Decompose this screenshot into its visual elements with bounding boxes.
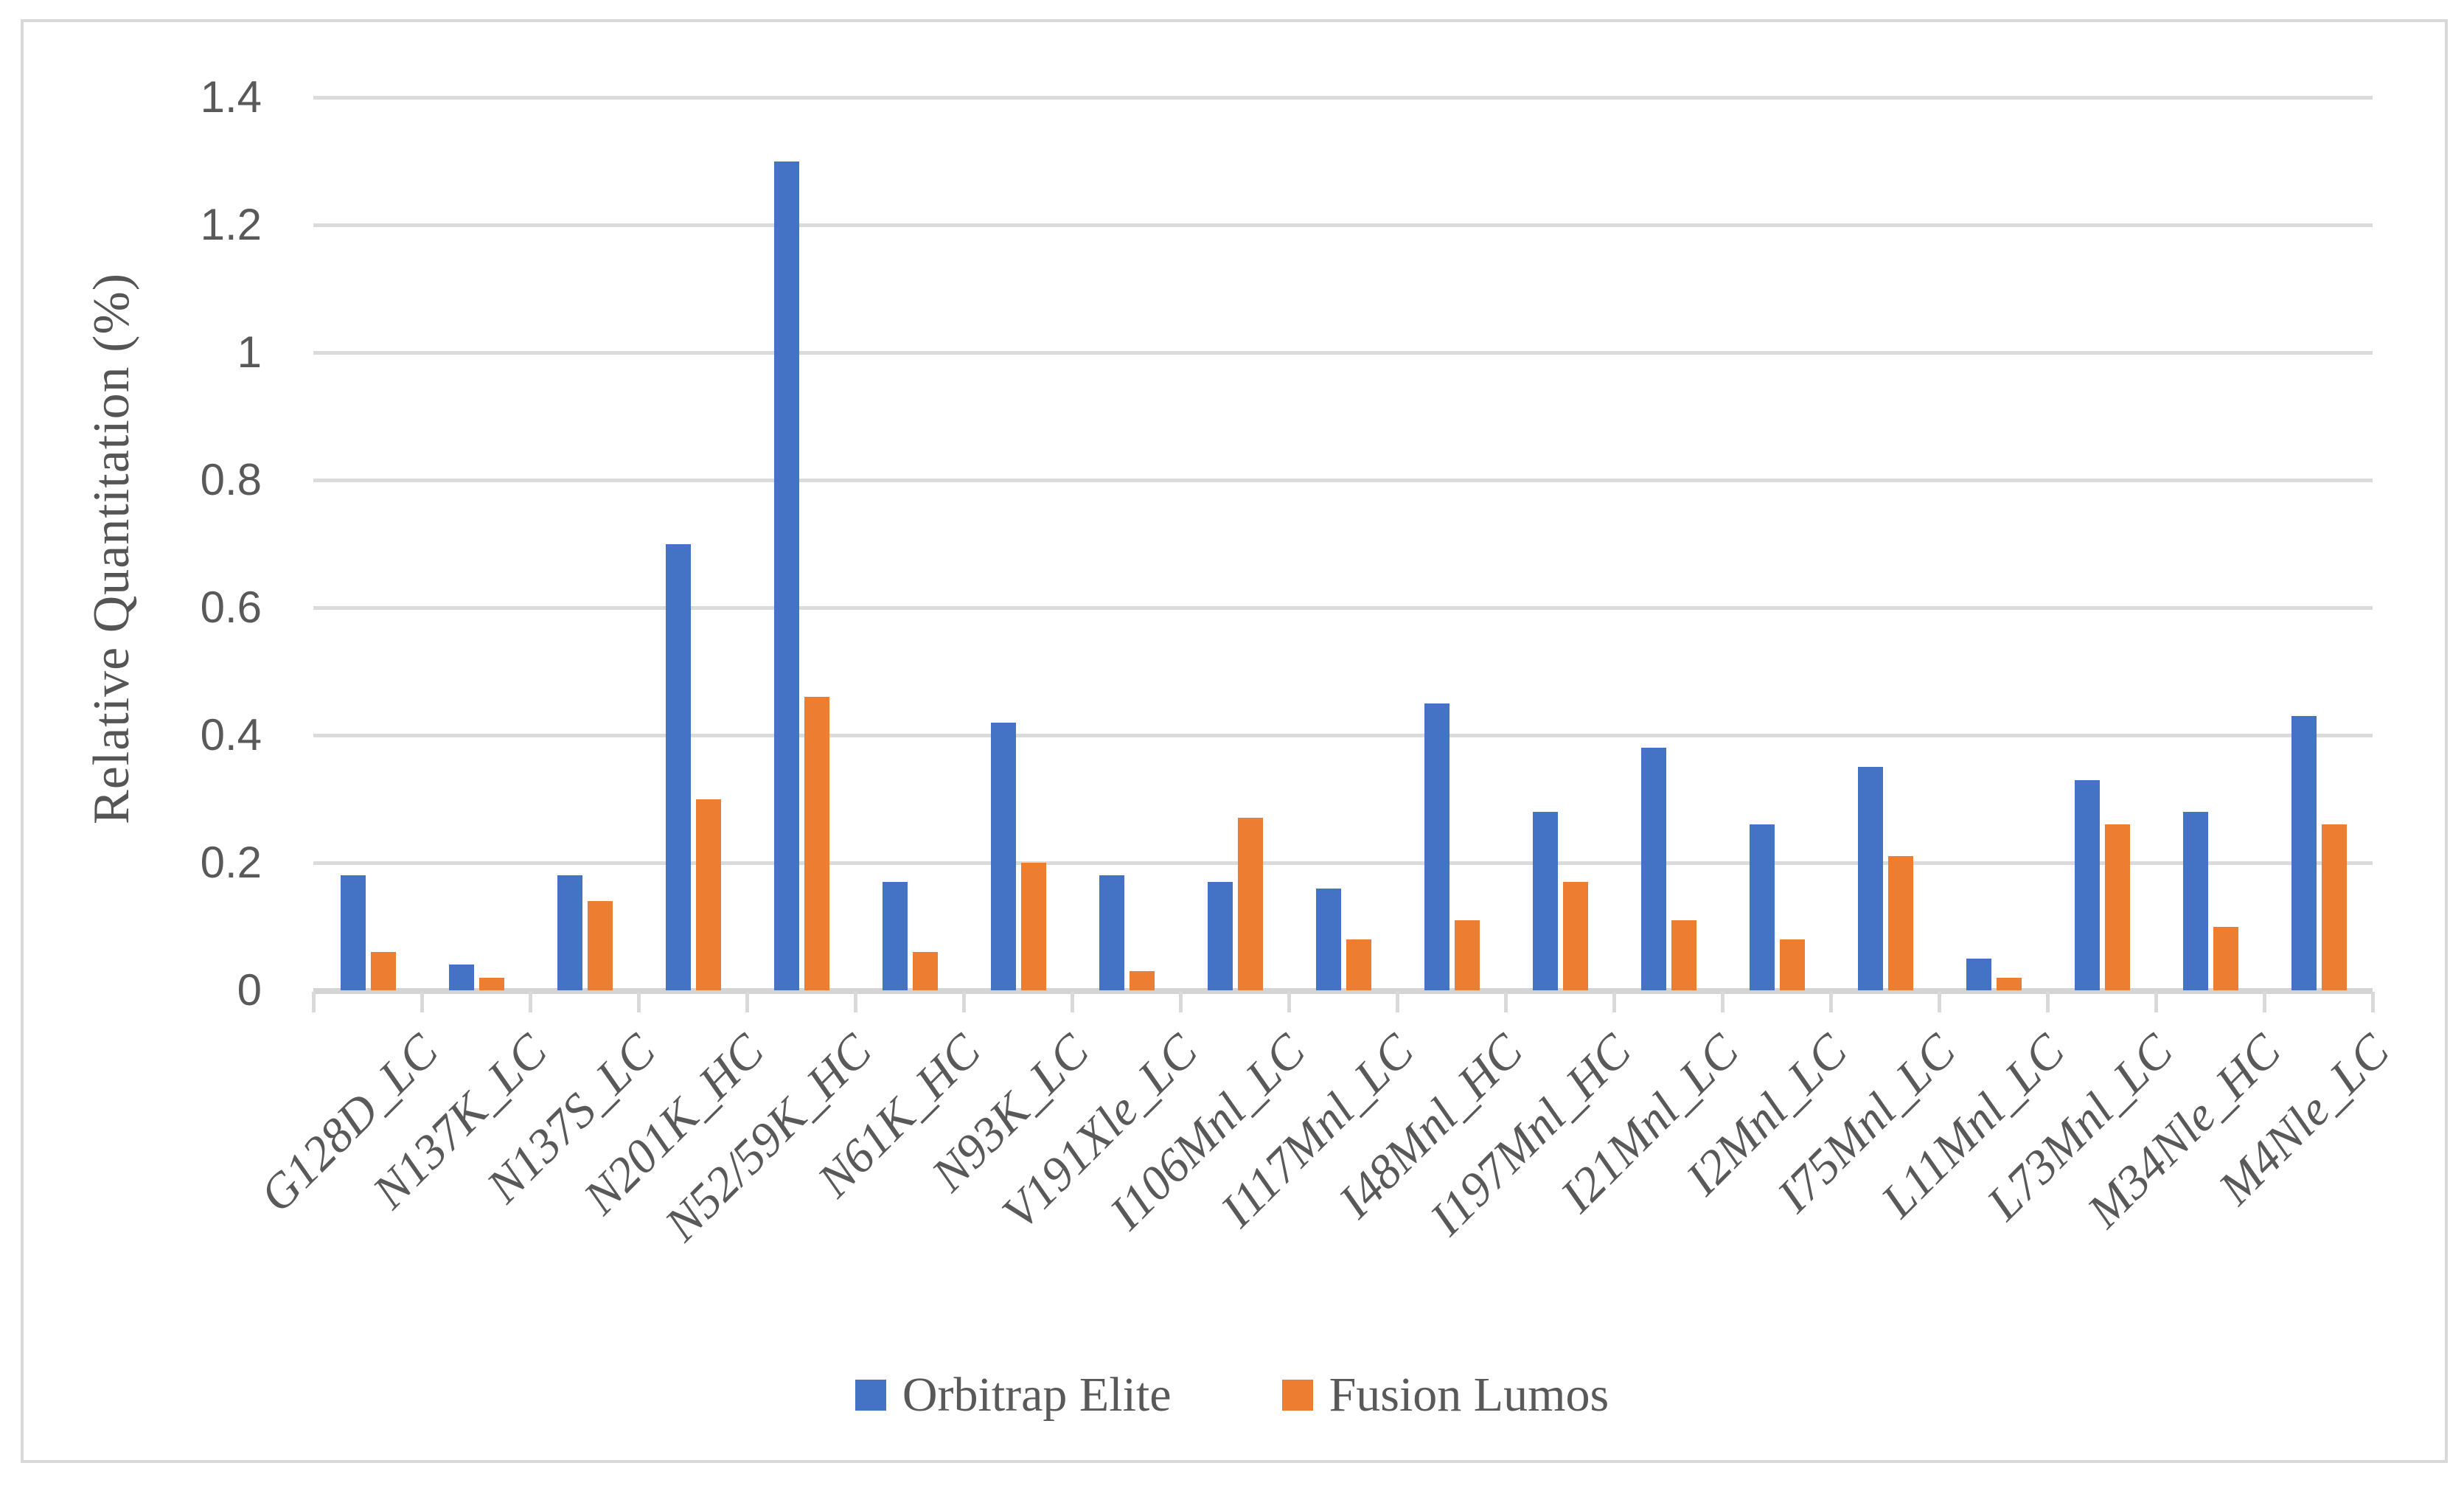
gridline	[313, 861, 2373, 865]
bar-fusion-lumos	[2105, 824, 2130, 990]
bar-orbitrap-elite	[341, 875, 366, 990]
bar-fusion-lumos	[804, 697, 829, 990]
x-tick-mark	[745, 992, 749, 1012]
bar-orbitrap-elite	[1858, 767, 1883, 990]
bar-fusion-lumos	[1346, 939, 1371, 990]
x-tick-mark	[1504, 992, 1508, 1012]
bar-fusion-lumos	[1021, 863, 1046, 990]
bar-fusion-lumos	[913, 952, 938, 990]
bar-fusion-lumos	[1997, 977, 2022, 990]
bar-orbitrap-elite	[1424, 703, 1449, 990]
y-tick-label: 1.2	[200, 200, 262, 249]
x-tick-mark	[2371, 992, 2375, 1012]
gridline	[313, 479, 2373, 482]
bar-orbitrap-elite	[1750, 824, 1775, 990]
bar-fusion-lumos	[2322, 824, 2347, 990]
x-tick-mark	[420, 992, 424, 1012]
x-tick-mark	[962, 992, 966, 1012]
y-tick-label: 0.6	[200, 583, 262, 632]
bar-orbitrap-elite	[991, 722, 1016, 990]
x-tick-mark	[1071, 992, 1074, 1012]
bar-fusion-lumos	[1563, 881, 1588, 990]
x-tick-mark	[854, 992, 857, 1012]
bar-orbitrap-elite	[1966, 958, 1991, 990]
bar-fusion-lumos	[371, 952, 396, 990]
gridline	[313, 734, 2373, 737]
x-axis-line	[313, 988, 2373, 994]
x-tick-mark	[1612, 992, 1616, 1012]
bar-fusion-lumos	[1888, 856, 1913, 990]
bar-orbitrap-elite	[883, 881, 908, 990]
y-tick-label: 0	[237, 965, 262, 1015]
bar-orbitrap-elite	[449, 965, 474, 990]
figure-border	[21, 19, 2448, 1463]
y-tick-label: 0.2	[200, 838, 262, 887]
legend: Orbitrap Elite Fusion Lumos	[0, 1366, 2464, 1425]
bar-orbitrap-elite	[2183, 811, 2208, 990]
legend-label: Fusion Lumos	[1329, 1368, 1609, 1422]
bar-orbitrap-elite	[557, 875, 582, 990]
bar-orbitrap-elite	[2075, 779, 2100, 990]
x-tick-mark	[1938, 992, 1941, 1012]
x-tick-mark	[1829, 992, 1833, 1012]
x-tick-mark	[1179, 992, 1183, 1012]
bar-fusion-lumos	[1238, 818, 1263, 990]
bar-orbitrap-elite	[1641, 748, 1666, 990]
y-tick-label: 0.8	[200, 455, 262, 504]
x-tick-mark	[637, 992, 641, 1012]
gridline	[313, 351, 2373, 355]
bar-orbitrap-elite	[1208, 881, 1233, 990]
legend-entry: Fusion Lumos	[1281, 1366, 1609, 1425]
y-tick-label: 0.4	[200, 710, 262, 760]
x-tick-mark	[1396, 992, 1399, 1012]
legend-swatch-icon	[855, 1380, 886, 1411]
bar-orbitrap-elite	[1099, 875, 1124, 990]
x-tick-mark	[529, 992, 532, 1012]
bar-orbitrap-elite	[666, 543, 691, 990]
legend-label: Orbitrap Elite	[902, 1368, 1172, 1422]
bar-orbitrap-elite	[2291, 716, 2317, 990]
bar-fusion-lumos	[2213, 926, 2238, 990]
bar-fusion-lumos	[1130, 971, 1155, 990]
gridline	[313, 606, 2373, 610]
bar-fusion-lumos	[1671, 920, 1696, 990]
bar-fusion-lumos	[696, 799, 721, 990]
bar-fusion-lumos	[1780, 939, 1805, 990]
x-tick-mark	[2046, 992, 2050, 1012]
bar-orbitrap-elite	[774, 161, 799, 990]
gridline	[313, 223, 2373, 227]
bar-fusion-lumos	[479, 977, 504, 990]
x-tick-mark	[1287, 992, 1291, 1012]
bar-orbitrap-elite	[1316, 888, 1341, 990]
x-tick-mark	[2263, 992, 2266, 1012]
legend-swatch-icon	[1281, 1380, 1313, 1411]
x-tick-mark	[2154, 992, 2158, 1012]
gridline	[313, 96, 2373, 100]
bar-fusion-lumos	[588, 900, 613, 990]
bar-fusion-lumos	[1455, 920, 1480, 990]
y-tick-label: 1	[237, 327, 262, 377]
x-tick-mark	[1721, 992, 1725, 1012]
y-tick-label: 1.4	[200, 72, 262, 122]
x-tick-mark	[312, 992, 316, 1012]
bar-orbitrap-elite	[1533, 811, 1558, 990]
legend-entry: Orbitrap Elite	[855, 1366, 1172, 1425]
